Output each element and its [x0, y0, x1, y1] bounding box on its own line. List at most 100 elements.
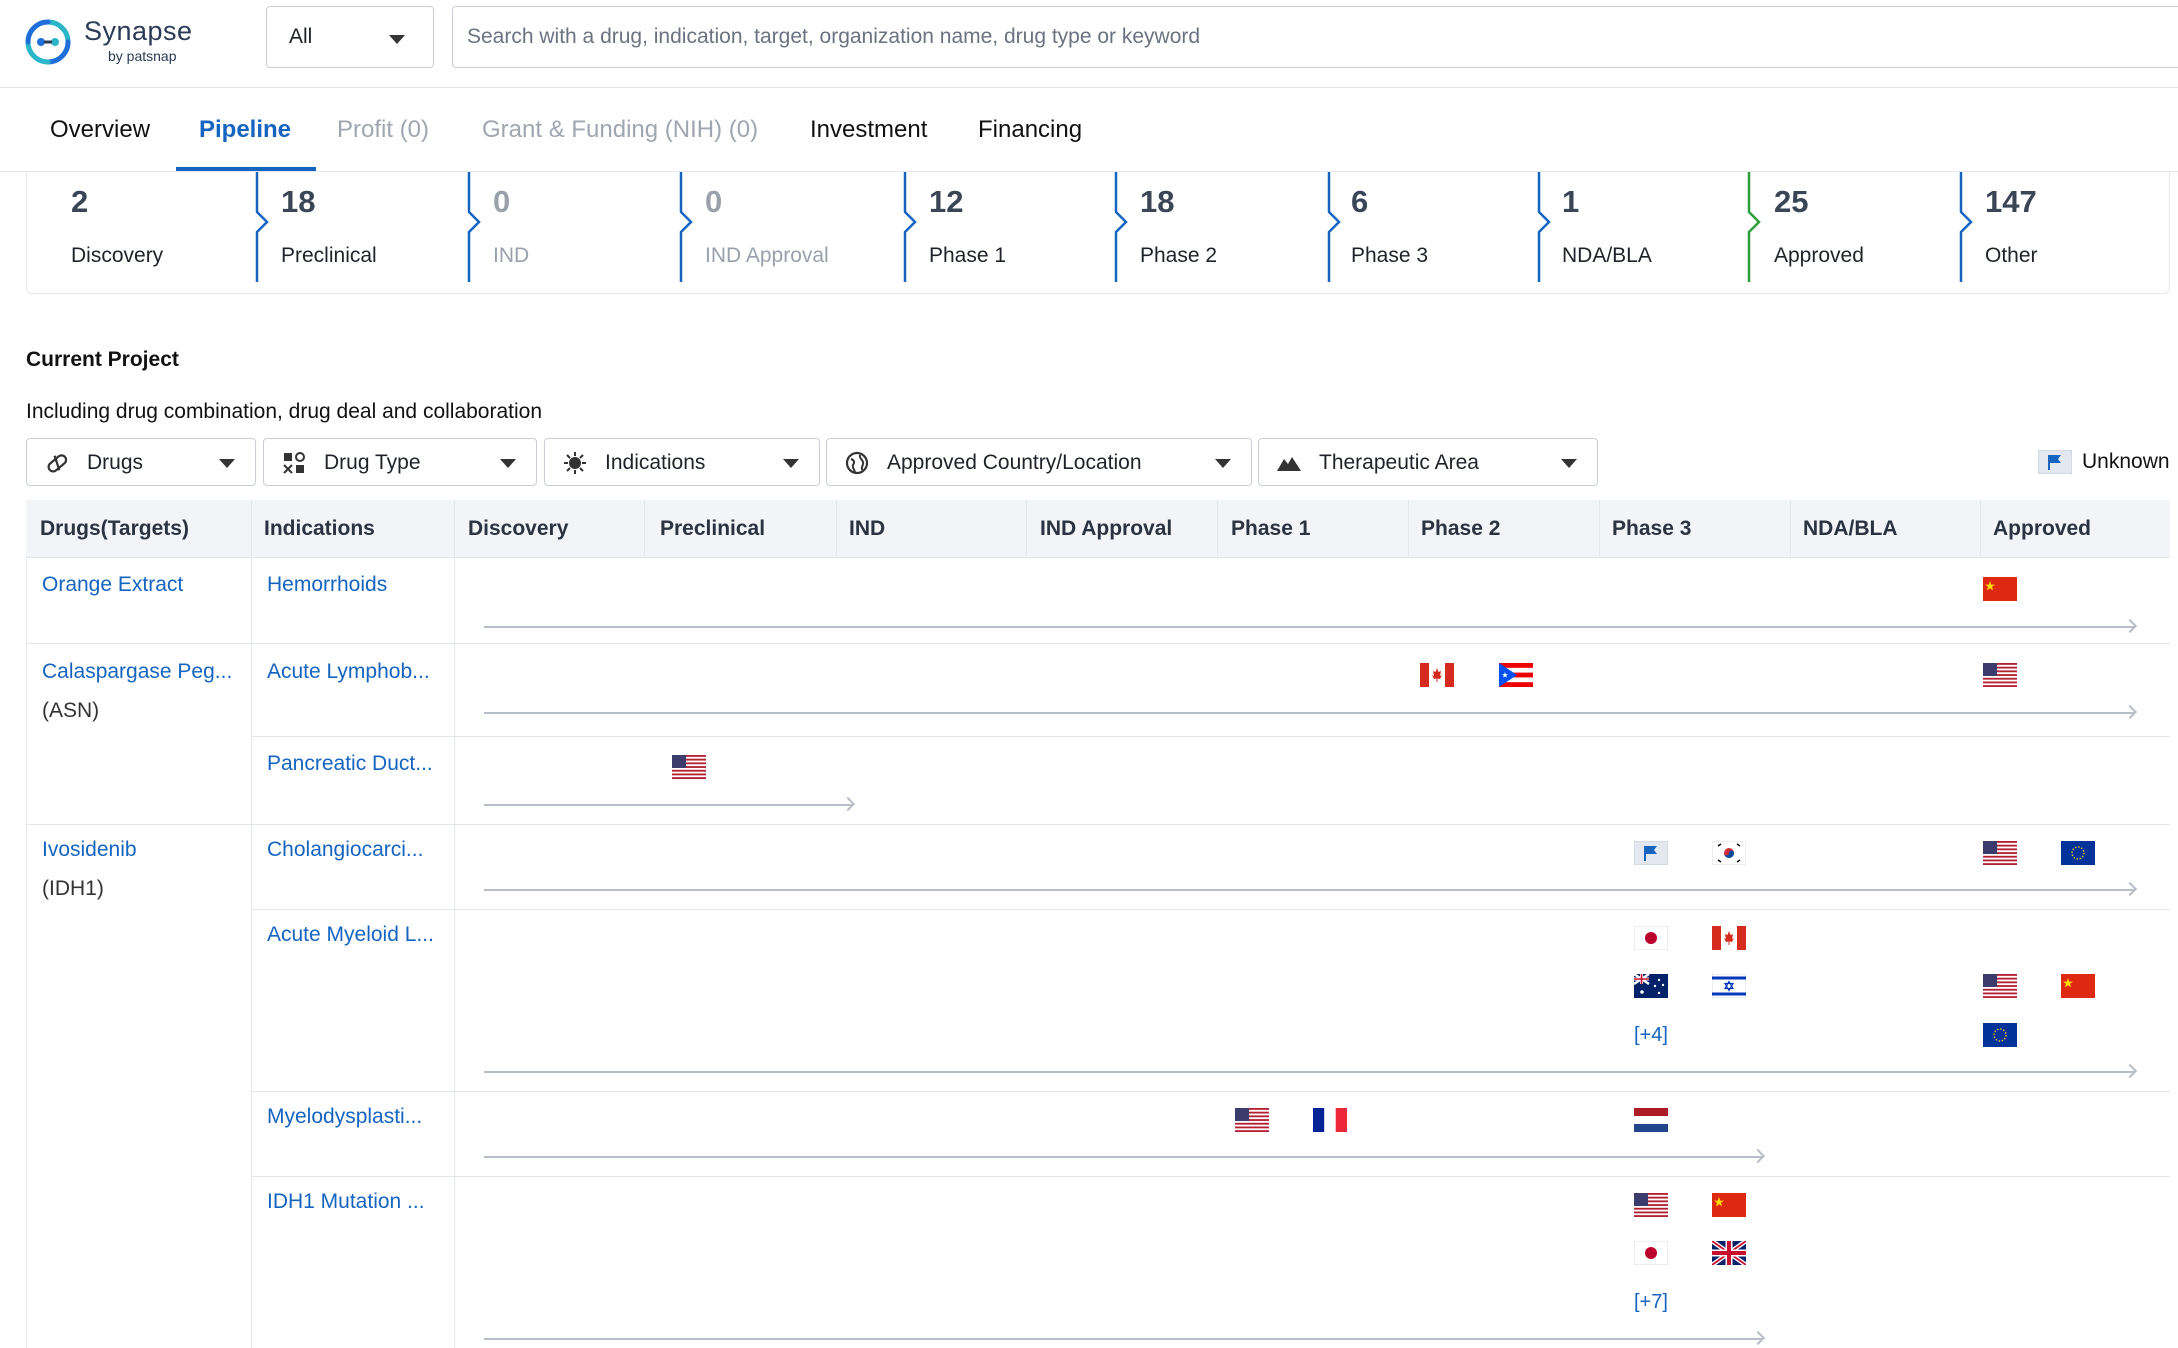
pipeline-progress-bar	[484, 1071, 2134, 1073]
legend-unknown: Unknown	[2038, 448, 2170, 476]
stat-count: 25	[1774, 184, 1808, 220]
pipeline-progress-bar	[484, 1338, 1762, 1340]
phase-divider-icon	[255, 172, 275, 282]
flag-china-icon[interactable]	[1712, 1193, 1746, 1217]
pipeline-progress-bar	[484, 804, 852, 806]
stat-label: Discovery	[71, 244, 163, 268]
phase-divider-icon	[1747, 172, 1767, 282]
th-phase-2: Phase 2	[1421, 517, 1500, 541]
brand-name: Synapse	[84, 16, 193, 47]
search-input[interactable]	[452, 6, 2178, 68]
search-scope-value: All	[289, 25, 312, 49]
tab-profit[interactable]: Profit (0)	[337, 116, 429, 144]
column-divider	[454, 558, 455, 1348]
column-divider	[1790, 500, 1791, 558]
stat-label: IND Approval	[705, 244, 829, 268]
flag-canada-icon[interactable]	[1420, 663, 1454, 687]
indication-link-acute-myeloid[interactable]: Acute Myeloid L...	[267, 923, 434, 947]
caret-down-icon	[389, 35, 405, 44]
indication-link-hemorrhoids[interactable]: Hemorrhoids	[267, 573, 387, 597]
drug-link-ivosidenib[interactable]: Ivosidenib	[42, 838, 137, 862]
synapse-logo[interactable]: Synapse by patsnap	[24, 14, 204, 70]
column-divider	[1599, 500, 1600, 558]
row-divider	[26, 643, 2170, 644]
column-divider	[836, 500, 837, 558]
flag-usa-icon[interactable]	[1983, 974, 2017, 998]
filter-label: Approved Country/Location	[887, 451, 1142, 475]
flag-south-korea-icon[interactable]	[1712, 841, 1746, 865]
flag-china-icon[interactable]	[2061, 974, 2095, 998]
mountain-icon	[1277, 451, 1301, 475]
flag-icon[interactable]	[1634, 841, 1668, 865]
flag-canada-icon[interactable]	[1712, 926, 1746, 950]
column-divider	[1408, 500, 1409, 558]
caret-down-icon	[1215, 459, 1231, 468]
tab-investment[interactable]: Investment	[810, 116, 927, 144]
flag-france-icon[interactable]	[1313, 1108, 1347, 1132]
th-indications: Indications	[264, 517, 375, 541]
phase-divider-icon	[1114, 172, 1134, 282]
column-divider	[251, 500, 252, 558]
filter-indications[interactable]: Indications	[544, 438, 820, 486]
flag-usa-icon[interactable]	[1983, 663, 2017, 687]
flag-usa-icon[interactable]	[1983, 841, 2017, 865]
th-nda-bla: NDA/BLA	[1803, 517, 1898, 541]
flag-united-kingdom-icon[interactable]	[1712, 1241, 1746, 1265]
table-header: Drugs(Targets) Indications Discovery Pre…	[26, 500, 2170, 558]
tab-financing[interactable]: Financing	[978, 116, 1082, 144]
drug-link-calaspargase[interactable]: Calaspargase Peg...	[42, 660, 232, 684]
table-left-border	[26, 558, 27, 1348]
flag-japan-icon[interactable]	[1634, 926, 1668, 950]
flag-netherlands-icon[interactable]	[1634, 1108, 1668, 1132]
more-countries-link[interactable]: [+7]	[1634, 1291, 1668, 1314]
filter-approved-country[interactable]: Approved Country/Location	[826, 438, 1252, 486]
th-phase-3: Phase 3	[1612, 517, 1691, 541]
flag-usa-icon[interactable]	[1235, 1108, 1269, 1132]
drug-link-orange-extract[interactable]: Orange Extract	[42, 573, 183, 597]
column-divider	[454, 500, 455, 558]
pipeline-progress-bar	[484, 889, 2134, 891]
company-tabs: Overview Pipeline Profit (0) Grant & Fun…	[0, 88, 2178, 172]
flag-puerto-rico-icon[interactable]	[1499, 663, 1533, 687]
top-header: Synapse by patsnap All	[0, 0, 2178, 88]
filter-therapeutic-area[interactable]: Therapeutic Area	[1258, 438, 1598, 486]
more-countries-link[interactable]: [+4]	[1634, 1024, 1668, 1047]
flag-icon	[2038, 450, 2072, 474]
search-scope-select[interactable]: All	[266, 6, 434, 68]
flag-eu-icon[interactable]	[2061, 841, 2095, 865]
indication-link-myelodysplastic[interactable]: Myelodysplasti...	[267, 1105, 422, 1129]
pill-icon	[45, 451, 69, 475]
flag-china-icon[interactable]	[1983, 577, 2017, 601]
stat-label: Approved	[1774, 244, 1864, 268]
th-discovery: Discovery	[468, 517, 568, 541]
indication-link-acute-lymphoblastic[interactable]: Acute Lymphob...	[267, 660, 430, 684]
pipeline-progress-bar	[484, 1156, 1762, 1158]
row-divider	[251, 736, 2170, 737]
tab-pipeline[interactable]: Pipeline	[199, 116, 291, 144]
synapse-logo-icon	[24, 18, 72, 66]
column-divider	[1980, 500, 1981, 558]
flag-usa-icon[interactable]	[672, 755, 706, 779]
indication-link-idh1-mutation[interactable]: IDH1 Mutation ...	[267, 1190, 425, 1214]
column-divider	[1217, 500, 1218, 558]
flag-israel-icon[interactable]	[1712, 974, 1746, 998]
stat-label: Preclinical	[281, 244, 377, 268]
filter-drug-type[interactable]: Drug Type	[263, 438, 537, 486]
filter-label: Drugs	[87, 451, 143, 475]
virus-icon	[563, 451, 587, 475]
flag-usa-icon[interactable]	[1634, 1193, 1668, 1217]
tab-grant-funding[interactable]: Grant & Funding (NIH) (0)	[482, 116, 758, 144]
filter-drugs[interactable]: Drugs	[26, 438, 256, 486]
indication-link-pancreatic-ductal[interactable]: Pancreatic Duct...	[267, 752, 433, 776]
th-approved: Approved	[1993, 517, 2091, 541]
row-divider	[26, 824, 2170, 825]
filter-label: Therapeutic Area	[1319, 451, 1479, 475]
flag-australia-icon[interactable]	[1634, 974, 1668, 998]
indication-link-cholangiocarcinoma[interactable]: Cholangiocarci...	[267, 838, 423, 862]
flag-eu-icon[interactable]	[1983, 1023, 2017, 1047]
active-tab-indicator	[176, 167, 316, 171]
phase-divider-icon	[1959, 172, 1979, 282]
th-preclinical: Preclinical	[660, 517, 765, 541]
tab-overview[interactable]: Overview	[50, 116, 150, 144]
flag-japan-icon[interactable]	[1634, 1241, 1668, 1265]
